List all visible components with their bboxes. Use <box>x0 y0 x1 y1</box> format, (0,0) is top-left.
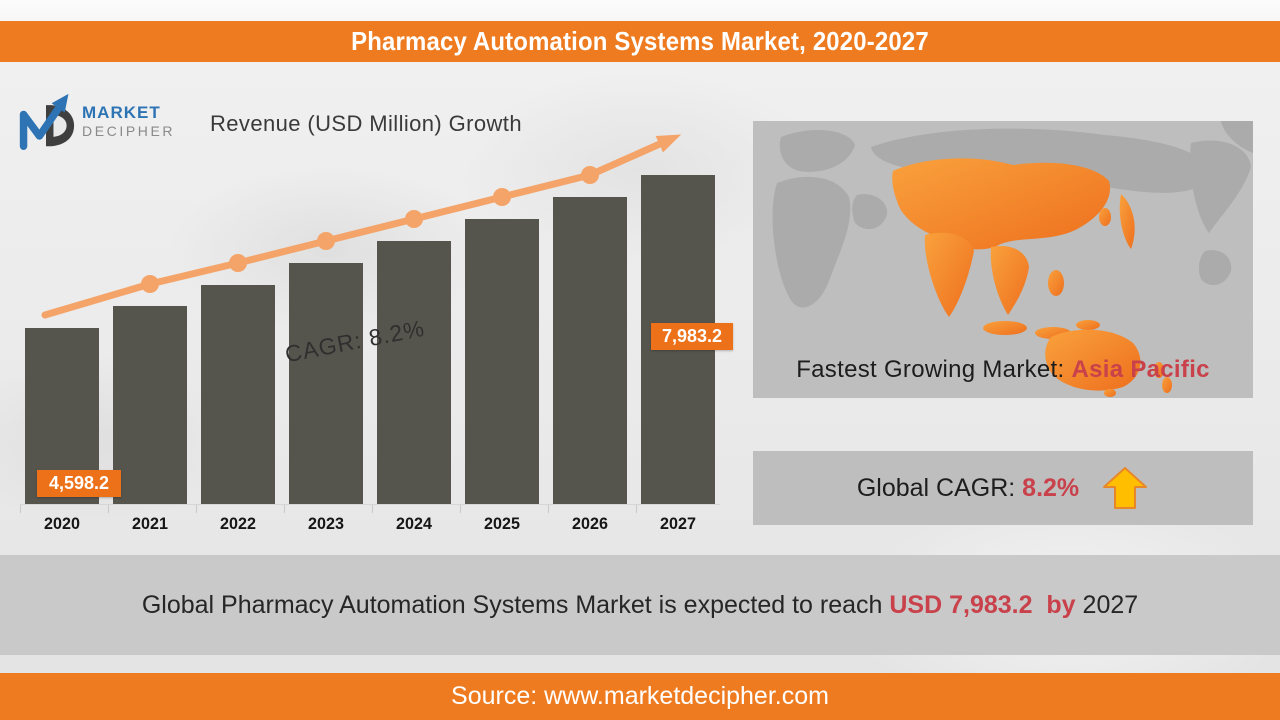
brand-logo: MARKET DECIPHER <box>16 92 175 150</box>
first-value-badge: 4,598.2 <box>37 470 121 497</box>
map-caption-prefix: Fastest Growing Market: <box>796 356 1072 383</box>
bars-group <box>20 130 720 505</box>
world-map-asia-pacific <box>772 121 1253 397</box>
x-axis-line <box>20 504 720 505</box>
up-arrow-icon <box>1103 467 1148 509</box>
last-value-badge: 7,983.2 <box>651 323 733 350</box>
bar-2024 <box>377 241 451 505</box>
map-caption-highlight: Asia Pacific <box>1071 356 1210 383</box>
x-axis-label-2021: 2021 <box>132 514 168 533</box>
global-cagr-value: 8.2% <box>1022 473 1080 502</box>
banner-suffix: 2027 <box>1075 590 1139 619</box>
logo-mark-icon <box>19 93 75 150</box>
banner-prefix: Global Pharmacy Automation Systems Marke… <box>141 590 890 619</box>
chart-subtitle: Revenue (USD Million) Growth <box>210 111 522 136</box>
x-axis-label-2020: 2020 <box>44 514 80 533</box>
bar-2022 <box>201 285 275 505</box>
fastest-growing-market-card: Fastest Growing Market: Asia Pacific <box>753 121 1253 398</box>
global-cagr-card: Global CAGR: 8.2% <box>753 451 1253 525</box>
x-axis-label-2023: 2023 <box>308 514 344 533</box>
x-axis-label-2026: 2026 <box>572 514 608 533</box>
map-land-gray <box>772 121 1253 308</box>
logo-market-text: MARKET <box>82 103 161 122</box>
bar-2025 <box>465 219 539 505</box>
x-axis-label-2024: 2024 <box>396 514 432 533</box>
logo-wordmark: MARKET DECIPHER <box>82 104 175 138</box>
x-axis-label-2027: 2027 <box>660 514 696 533</box>
global-cagr-prefix: Global CAGR: <box>856 473 1023 502</box>
bar-2021 <box>113 306 187 505</box>
page-title: Pharmacy Automation Systems Market, 2020… <box>351 26 929 56</box>
logo-decipher-text: DECIPHER <box>82 123 176 139</box>
map-caption: Fastest Growing Market: Asia Pacific <box>753 356 1253 384</box>
summary-banner: Global Pharmacy Automation Systems Marke… <box>0 555 1280 655</box>
title-bar: Pharmacy Automation Systems Market, 2020… <box>0 21 1280 62</box>
source-bar: Source: www.marketdecipher.com <box>0 673 1280 720</box>
source-text: Source: www.marketdecipher.com <box>451 682 829 710</box>
revenue-bar-chart: 2020 2021 2022 2023 2024 2025 2026 2027 CAGR: 8… <box>20 130 733 542</box>
bar-2023 <box>289 263 363 505</box>
banner-highlight: USD 7,983.2 by <box>889 590 1076 619</box>
x-axis-label-2025: 2025 <box>484 514 520 533</box>
x-axis-label-2022: 2022 <box>220 514 256 533</box>
x-axis-ticks <box>20 505 722 513</box>
bar-2026 <box>553 197 627 505</box>
map-asia-pacific-highlight <box>892 158 1172 397</box>
